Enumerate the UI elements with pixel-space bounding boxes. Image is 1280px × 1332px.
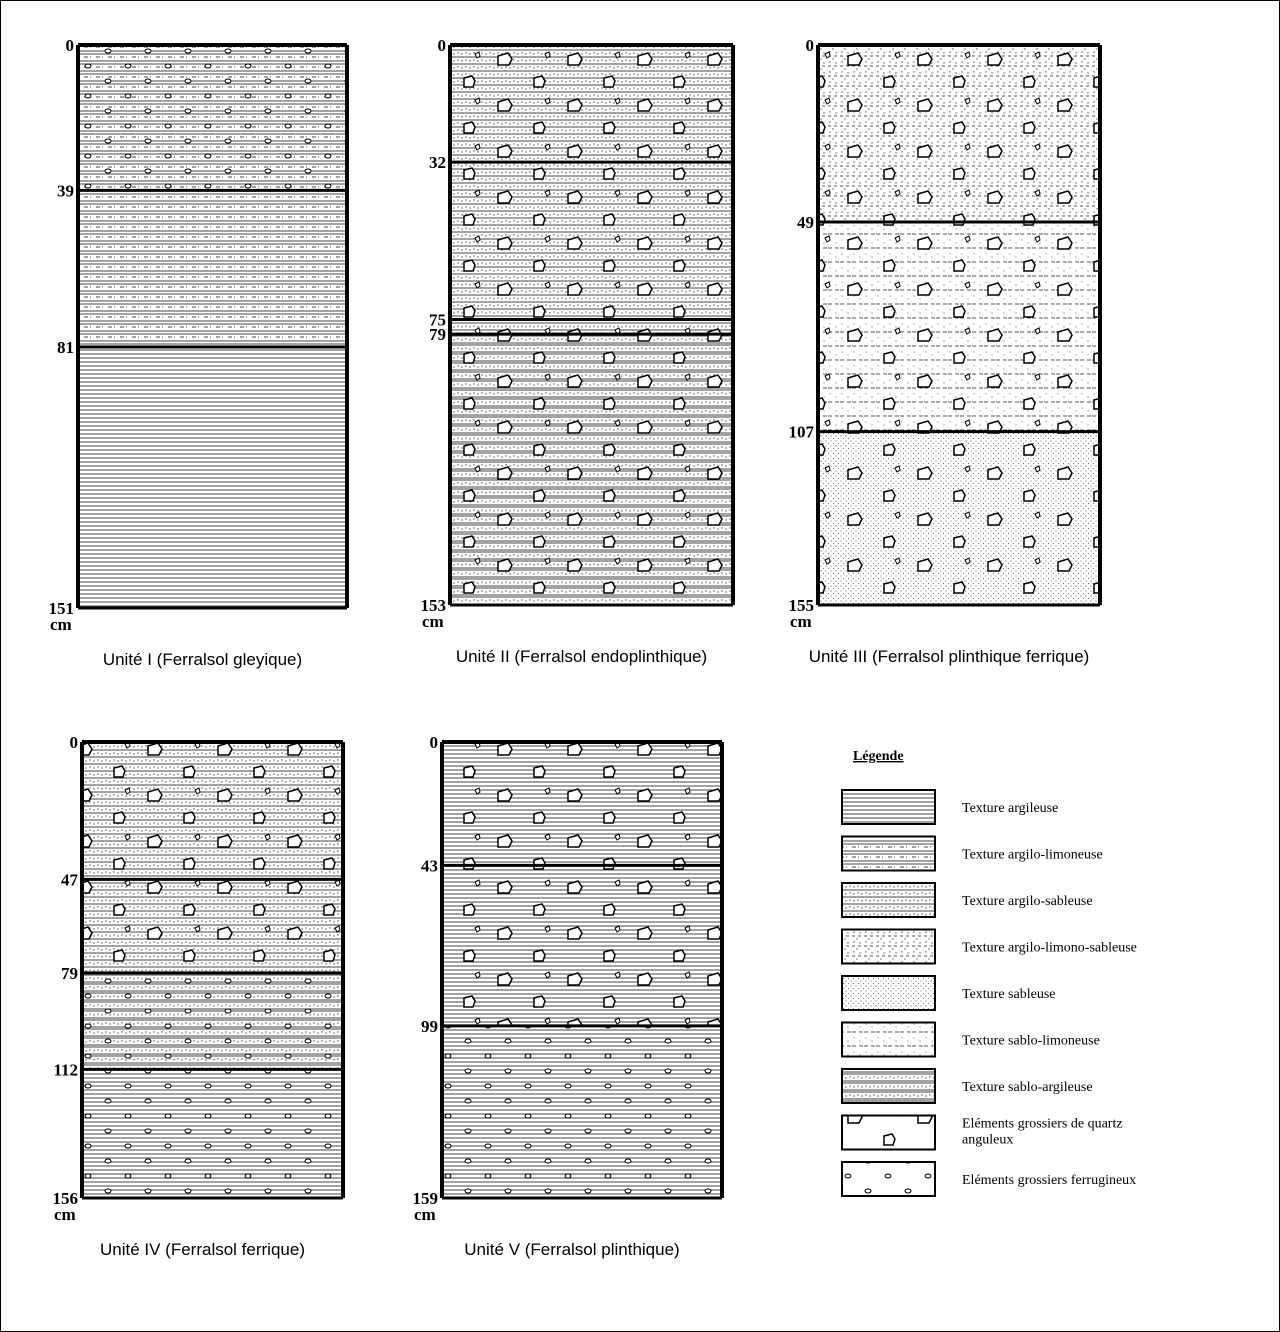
coarse-elements bbox=[442, 742, 722, 865]
depth-label: 99 bbox=[421, 1017, 438, 1036]
legend-label: Texture sablo-limoneuse bbox=[962, 1034, 1100, 1049]
legend-swatch bbox=[842, 837, 935, 871]
profile-caption: Unité II (Ferralsol endoplinthique) bbox=[456, 647, 707, 666]
depth-label: 49 bbox=[797, 213, 814, 232]
horizon bbox=[78, 347, 347, 608]
legend-label: Eléments grossiers ferrugineux bbox=[962, 1173, 1136, 1188]
depth-label: 107 bbox=[789, 423, 815, 442]
legend-swatch bbox=[842, 790, 935, 824]
profile-caption: Unité V (Ferralsol plinthique) bbox=[464, 1240, 679, 1259]
depth-label: 47 bbox=[61, 870, 79, 889]
depth-label: 0 bbox=[430, 733, 439, 752]
legend-title: Légende bbox=[853, 749, 904, 764]
coarse-elements bbox=[450, 334, 733, 605]
coarse-elements bbox=[82, 973, 343, 1069]
legend-swatch bbox=[842, 1116, 935, 1150]
legend-swatch bbox=[842, 1069, 935, 1103]
coarse-elements bbox=[450, 162, 733, 319]
coarse-elements bbox=[818, 45, 1100, 222]
profile-caption: Unité IV (Ferralsol ferrique) bbox=[100, 1240, 305, 1259]
coarse-elements bbox=[818, 432, 1100, 605]
diagram: Légende 03981151cmUnité I (Ferralsol gle… bbox=[0, 0, 1280, 1332]
coarse-elements bbox=[78, 45, 347, 190]
depth-label: 79 bbox=[429, 325, 446, 344]
legend-label: Texture argilo-limono-sableuse bbox=[962, 941, 1137, 956]
depth-unit: cm bbox=[422, 612, 444, 631]
depth-label: 32 bbox=[429, 153, 446, 172]
depth-label: 43 bbox=[421, 856, 438, 875]
coarse-elements bbox=[442, 1026, 722, 1198]
depth-unit: cm bbox=[790, 612, 812, 631]
depth-label: 79 bbox=[61, 964, 78, 983]
coarse-elements bbox=[818, 222, 1100, 432]
legend-swatch bbox=[842, 1023, 935, 1057]
legend-swatch bbox=[842, 976, 935, 1010]
legend-label: Texture argilo-limoneuse bbox=[962, 848, 1103, 863]
legend-label: Texture sableuse bbox=[962, 987, 1055, 1002]
legend-swatch bbox=[842, 930, 935, 964]
depth-label: 39 bbox=[57, 181, 74, 200]
depth-label: 81 bbox=[57, 338, 74, 357]
profile-caption: Unité III (Ferralsol plinthique ferrique… bbox=[809, 647, 1090, 666]
legend-swatch bbox=[842, 1162, 935, 1196]
depth-label: 0 bbox=[70, 733, 79, 752]
depth-label: 0 bbox=[806, 36, 815, 55]
legend-label-line: anguleux bbox=[962, 1133, 1013, 1148]
profile-caption: Unité I (Ferralsol gleyique) bbox=[103, 650, 302, 669]
depth-unit: cm bbox=[50, 615, 72, 634]
coarse-elements bbox=[450, 45, 733, 162]
legend-label: Texture sablo-argileuse bbox=[962, 1080, 1093, 1095]
legend-label: Texture argileuse bbox=[962, 801, 1058, 816]
depth-unit: cm bbox=[54, 1205, 76, 1224]
coarse-elements bbox=[82, 879, 343, 973]
legend-label: Texture argilo-sableuse bbox=[962, 894, 1093, 909]
coarse-elements bbox=[450, 320, 733, 335]
depth-label: 0 bbox=[438, 36, 447, 55]
coarse-elements bbox=[442, 865, 722, 1026]
horizon bbox=[78, 190, 347, 347]
coarse-elements bbox=[82, 1069, 343, 1198]
coarse-elements bbox=[82, 742, 343, 879]
legend-swatch bbox=[842, 883, 935, 917]
depth-label: 112 bbox=[53, 1060, 78, 1079]
depth-unit: cm bbox=[414, 1205, 436, 1224]
legend-label-line: Eléments grossiers de quartz bbox=[962, 1117, 1123, 1132]
depth-label: 0 bbox=[66, 36, 75, 55]
